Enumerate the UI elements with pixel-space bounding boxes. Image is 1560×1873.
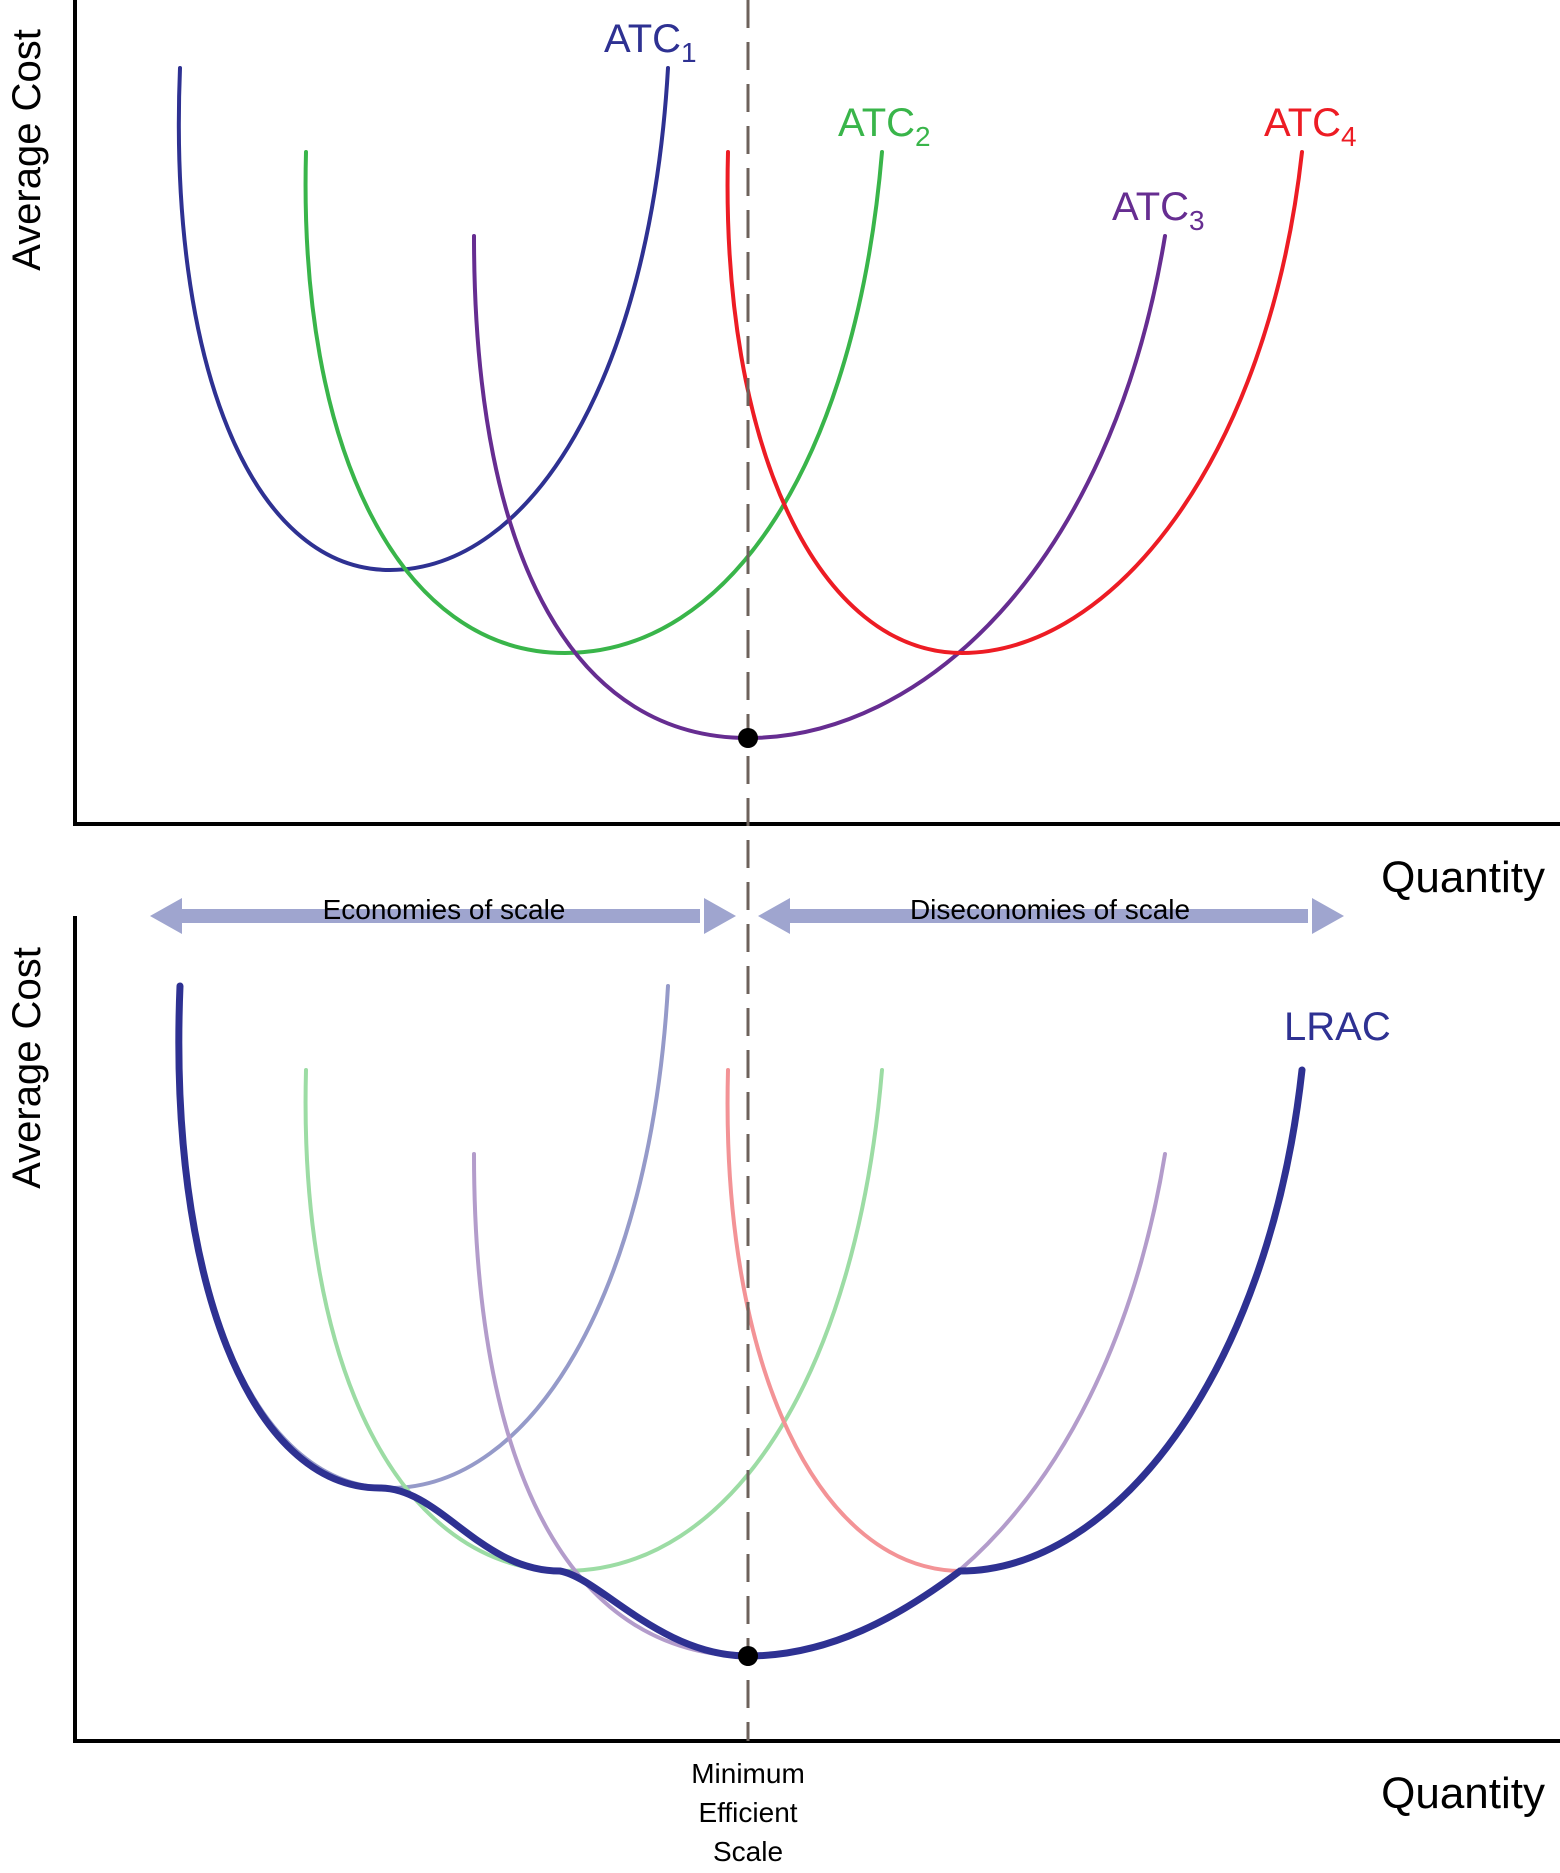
scale-arrows: Economies of scale Diseconomies of scale	[150, 894, 1344, 934]
atc1-curve	[176, 66, 670, 573]
lrac-label: LRAC	[1284, 1005, 1391, 1049]
atc4-curve	[725, 150, 1304, 656]
economies-arrow-head-left	[150, 898, 182, 934]
min-efficient-scale-line-2: Efficient	[698, 1797, 797, 1828]
top-x-axis-label: Quantity	[1381, 853, 1545, 902]
curve-label-subscript: 2	[915, 121, 931, 152]
curve-label-subscript: 4	[1341, 121, 1357, 152]
atc1-label: ATC1	[604, 17, 697, 68]
top-y-axis-label: Average Cost	[5, 29, 49, 271]
min-efficient-scale-line-3: Scale	[713, 1836, 783, 1867]
bottom-panel: LRAC Average Cost	[5, 916, 1560, 1743]
atc2-curve	[303, 150, 884, 656]
economies-arrow-head-right	[704, 898, 736, 934]
bottom-axes	[73, 916, 1560, 1743]
min-efficient-scale-line-1: Minimum	[691, 1758, 805, 1789]
curve-label-base: ATC	[1264, 101, 1341, 145]
atc4-label: ATC4	[1264, 101, 1357, 152]
curve-label-subscript: 3	[1189, 205, 1205, 236]
bottom-y-axis-label: Average Cost	[5, 947, 49, 1189]
curve-label-subscript: 1	[681, 37, 697, 68]
top-panel: ATC1 ATC2 ATC3 ATC4 Average Cost	[5, 0, 1560, 826]
top-minimum-point	[738, 728, 758, 748]
faded-atc4-curve	[725, 1068, 1304, 1574]
top-axes	[73, 0, 1560, 826]
curve-label-base: ATC	[604, 17, 681, 61]
economies-of-scale-label: Economies of scale	[323, 894, 566, 925]
diseconomies-arrow-head-right	[1312, 898, 1344, 934]
atc2-label: ATC2	[838, 101, 931, 152]
atc3-label: ATC3	[1112, 185, 1205, 236]
diseconomies-of-scale-label: Diseconomies of scale	[910, 894, 1190, 925]
bottom-minimum-point	[738, 1646, 758, 1666]
curve-label-base: ATC	[1112, 185, 1189, 229]
bottom-x-axis-label: Quantity	[1381, 1769, 1545, 1818]
atc3-curve	[472, 234, 1167, 741]
diseconomies-arrow-head-left	[758, 898, 790, 934]
curve-label-base: ATC	[838, 101, 915, 145]
faded-atc1-curve	[176, 984, 670, 1491]
lrac-curve	[175, 982, 1306, 1660]
